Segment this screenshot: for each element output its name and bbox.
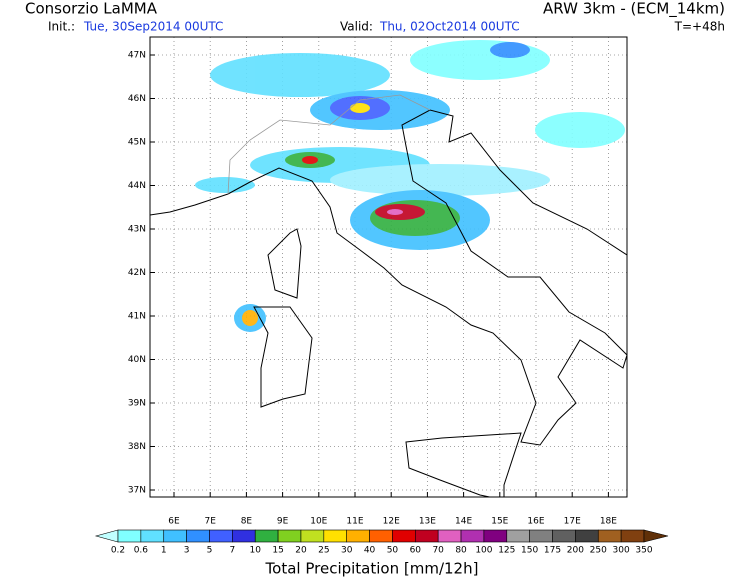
model: ARW 3km - (ECM_14km): [543, 0, 725, 19]
lat-label: 41N: [128, 312, 146, 322]
lon-label: 7E: [204, 517, 216, 527]
lon-label: 17E: [564, 517, 581, 527]
lon-label: 11E: [346, 517, 363, 527]
lat-label: 40N: [128, 355, 146, 365]
lon-label: 18E: [600, 517, 617, 527]
colorbar-title: Total Precipitation [mm/12h]: [265, 560, 479, 578]
lon-label: 12E: [383, 517, 400, 527]
colorbar-segment: [483, 529, 508, 543]
coastline-sicily: [405, 432, 522, 497]
colorbar-segment: [323, 529, 347, 543]
lat-label: 47N: [128, 51, 146, 61]
coastline-sardinia: [253, 306, 313, 408]
colorbar-arrow-low: [94, 529, 119, 543]
colorbar-label: 3: [184, 546, 190, 556]
precipitation: [195, 40, 625, 332]
lon-label: 13E: [419, 517, 436, 527]
coastline-corsica: [267, 228, 302, 299]
map-frame: [149, 36, 628, 498]
border-alps: [227, 94, 431, 195]
map: [150, 37, 627, 497]
colorbar-segment: [369, 529, 393, 543]
colorbar-label: 200: [567, 546, 584, 556]
lon-label: 14E: [455, 517, 472, 527]
colorbar-label: 5: [207, 546, 213, 556]
colorbar-label: 40: [364, 546, 376, 556]
colorbar-label: 125: [498, 546, 515, 556]
colorbar-segment: [186, 529, 210, 543]
colorbar-label: 25: [318, 546, 329, 556]
lon-label: 6E: [168, 517, 180, 527]
colorbar-label: 60: [410, 546, 422, 556]
colorbar-segment: [575, 529, 599, 543]
coastline-france: [150, 193, 229, 216]
lat-label: 46N: [128, 94, 146, 104]
colorbar-segment: [300, 529, 325, 543]
colorbar-segment: [460, 529, 485, 543]
colorbar-segment: [277, 529, 302, 543]
colorbar-label: 10: [249, 546, 261, 556]
coastline-italy: [227, 109, 627, 446]
colorbar-segment: [529, 529, 553, 543]
colorbar-segment: [620, 529, 645, 543]
colorbar-segment: [597, 529, 622, 543]
colorbar-label: 1: [161, 546, 167, 556]
colorbar-label: 70: [432, 546, 444, 556]
lon-label: 10E: [310, 517, 327, 527]
colorbar-segment: [163, 529, 187, 543]
colorbar-label: 30: [341, 546, 353, 556]
valid-time: Thu, 02Oct2014 00UTC: [379, 20, 520, 34]
valid-label: Valid:: [340, 20, 373, 34]
colorbar-label: 175: [544, 546, 561, 556]
colorbar-label: 0.6: [134, 546, 149, 556]
colorbar-label: 300: [613, 546, 630, 556]
lat-label: 43N: [128, 225, 146, 235]
colorbar-segment: [437, 529, 462, 543]
lon-label: 15E: [491, 517, 508, 527]
title: Consorzio LaMMA: [25, 0, 158, 18]
colorbar-label: 100: [475, 546, 492, 556]
colorbar-label: 7: [229, 546, 235, 556]
init-time: Tue, 30Sep2014 00UTC: [83, 20, 223, 34]
lon-label: 9E: [277, 517, 289, 527]
colorbar-segment: [117, 529, 142, 543]
lat-label: 45N: [128, 138, 146, 148]
lon-label: 8E: [241, 517, 253, 527]
lat-label: 38N: [128, 442, 146, 452]
colorbar-segment: [392, 529, 416, 543]
colorbar-label: 0.2: [111, 546, 125, 556]
init-label: Init.:: [48, 20, 75, 34]
colorbar-label: 50: [387, 546, 399, 556]
colorbar-segment: [140, 529, 165, 543]
lat-label: 44N: [128, 181, 146, 191]
colorbar-label: 350: [635, 546, 652, 556]
lat-label: 37N: [128, 486, 146, 496]
colorbar-label: 250: [590, 546, 607, 556]
colorbar-arrow-high: [643, 529, 669, 543]
colorbar-label: 20: [295, 546, 307, 556]
colorbar-segment: [346, 529, 370, 543]
colorbar-segment: [209, 529, 233, 543]
lat-label: 42N: [128, 268, 146, 278]
colorbar-segment: [506, 529, 530, 543]
colorbar: 0.2 0.6 1 3 5 7 10 15 20 25 30 40 50 60 70 80 100 125 150 1…: [94, 529, 669, 556]
lon-label: 16E: [527, 517, 544, 527]
colorbar-segment: [415, 529, 439, 543]
colorbar-segment: [232, 529, 256, 543]
colorbar-segment: [254, 529, 279, 543]
colorbar-label: 150: [521, 546, 538, 556]
colorbar-label: 80: [455, 546, 467, 556]
colorbar-segment: [552, 529, 576, 543]
colorbar-label: 15: [272, 546, 283, 556]
lead-time: T=+48h: [674, 20, 725, 34]
lat-label: 39N: [128, 399, 146, 409]
